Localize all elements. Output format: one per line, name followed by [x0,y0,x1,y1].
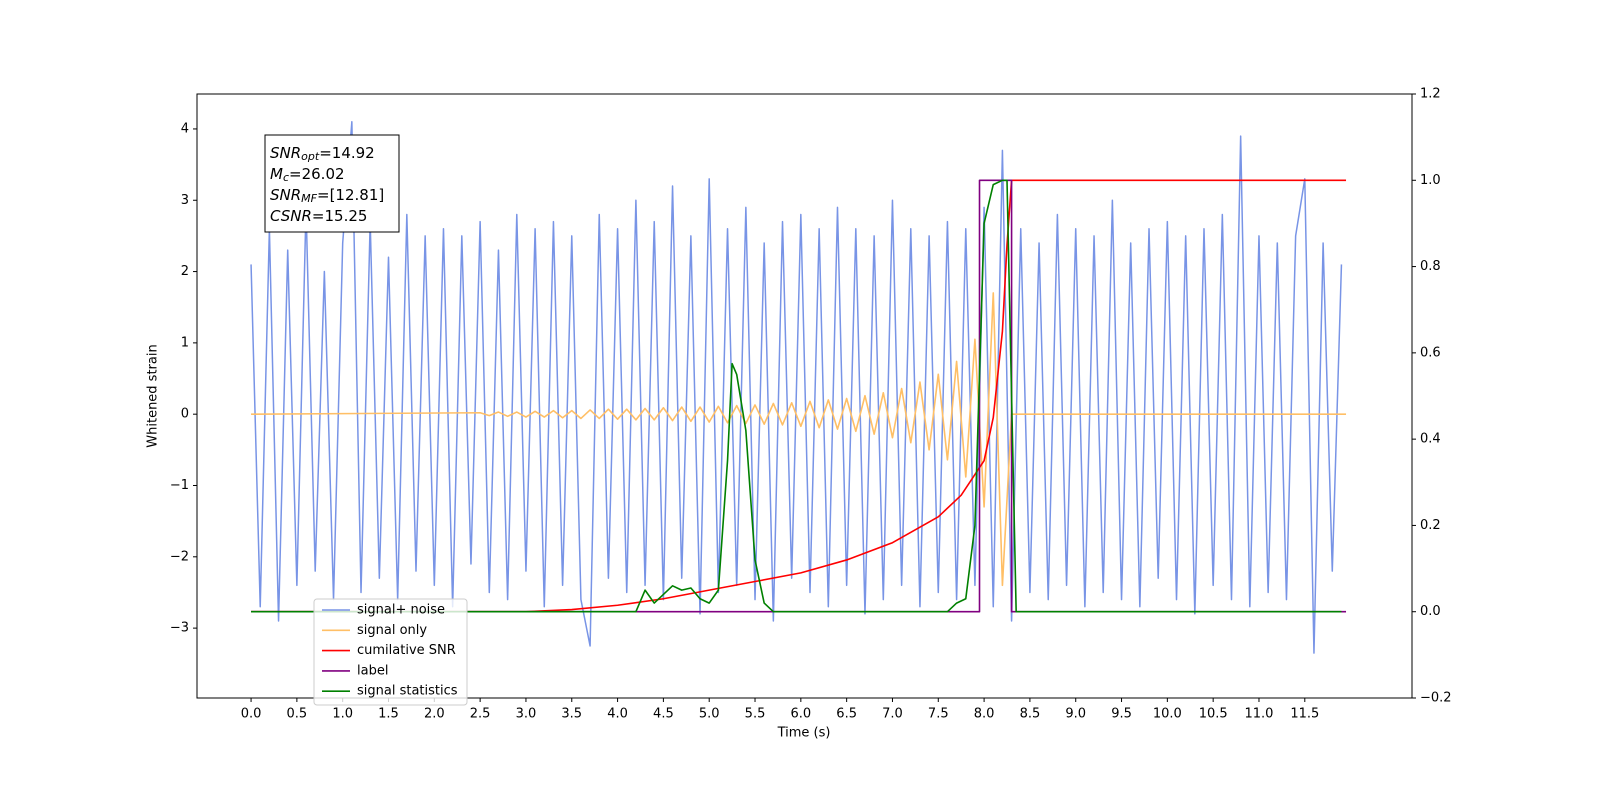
y2-tick-label: 0.0 [1420,604,1441,619]
x-tick-label: 9.0 [1065,707,1086,722]
annotation-box [264,134,400,233]
annotation-symbol: CSNR [270,207,312,225]
y-tick-label: 3 [181,193,189,208]
annotation-symbol: M [270,165,283,183]
y-tick-label: 4 [181,121,189,136]
x-tick-label: 0.0 [241,707,262,722]
annotation-text: =15.25 [312,207,368,225]
y2-tick-label: 0.6 [1420,345,1441,360]
legend-label: signal statistics [357,684,458,699]
annotation: CSNR=15.25 [270,207,367,225]
series-line [251,179,1342,613]
x-tick-label: 6.0 [790,707,811,722]
series-line [251,179,1347,613]
x-tick-label: 4.0 [607,707,628,722]
x-tick-label: 8.5 [1020,707,1041,722]
annotation-text: =26.02 [289,165,345,183]
y-tick-label: 0 [181,407,189,422]
annotation-subscript: opt [301,150,320,163]
x-tick-label: 2.5 [470,707,491,722]
legend-box [313,598,468,706]
y-tick-label: 1 [181,335,189,350]
annotation: SNRMF=[12.81] [270,186,384,206]
y-axis-label: Whitened strain [146,344,161,447]
annotation-text: =14.92 [319,144,375,162]
y2-tick-label: 1.0 [1420,173,1441,188]
x-tick-label: 10.5 [1199,707,1228,722]
annotation-text: =[12.81] [317,186,384,204]
plot-frame [196,93,1413,699]
annotation-symbol: SNR [270,186,301,204]
y2-tick-label: 1.2 [1420,87,1441,102]
x-tick-label: 3.0 [516,707,537,722]
plot-area [250,121,1347,654]
x-tick-label: 1.0 [332,707,353,722]
x-tick-label: 3.5 [561,707,582,722]
x-axis-label: Time (s) [777,726,831,741]
x-tick-label: 11.0 [1245,707,1274,722]
y-tick-label: −2 [170,549,189,564]
x-tick-label: 2.0 [424,707,445,722]
x-tick-label: 7.5 [928,707,949,722]
x-tick-label: 0.5 [287,707,308,722]
legend-label: cumilative SNR [357,643,456,658]
y-tick-label: 2 [181,264,189,279]
x-tick-label: 5.5 [745,707,766,722]
legend-label: signal+ noise [357,603,445,618]
y-tick-label: −3 [170,621,189,636]
x-tick-label: 11.5 [1290,707,1319,722]
y2-tick-label: 0.4 [1420,432,1441,447]
y2-tick-label: 0.2 [1420,518,1441,533]
annotation: Mc=26.02 [270,165,345,185]
x-tick-label: 1.5 [378,707,399,722]
x-tick-label: 6.5 [836,707,857,722]
x-tick-label: 10.0 [1153,707,1182,722]
series-line [251,292,1347,587]
annotation-subscript: c [283,171,289,184]
annotation-subscript: MF [301,192,317,205]
annotation: SNRopt=14.92 [270,144,375,164]
y2-tick-label: 0.8 [1420,259,1441,274]
x-tick-label: 8.0 [974,707,995,722]
y2-tick-label: −0.2 [1420,691,1452,706]
y-tick-label: −1 [170,478,189,493]
x-tick-label: 5.0 [699,707,720,722]
x-tick-label: 7.0 [882,707,903,722]
legend-label: signal only [357,623,427,638]
legend-label: label [357,663,388,678]
x-tick-label: 4.5 [653,707,674,722]
annotation-symbol: SNR [270,144,301,162]
series-line [250,121,1343,654]
x-tick-label: 9.5 [1111,707,1132,722]
